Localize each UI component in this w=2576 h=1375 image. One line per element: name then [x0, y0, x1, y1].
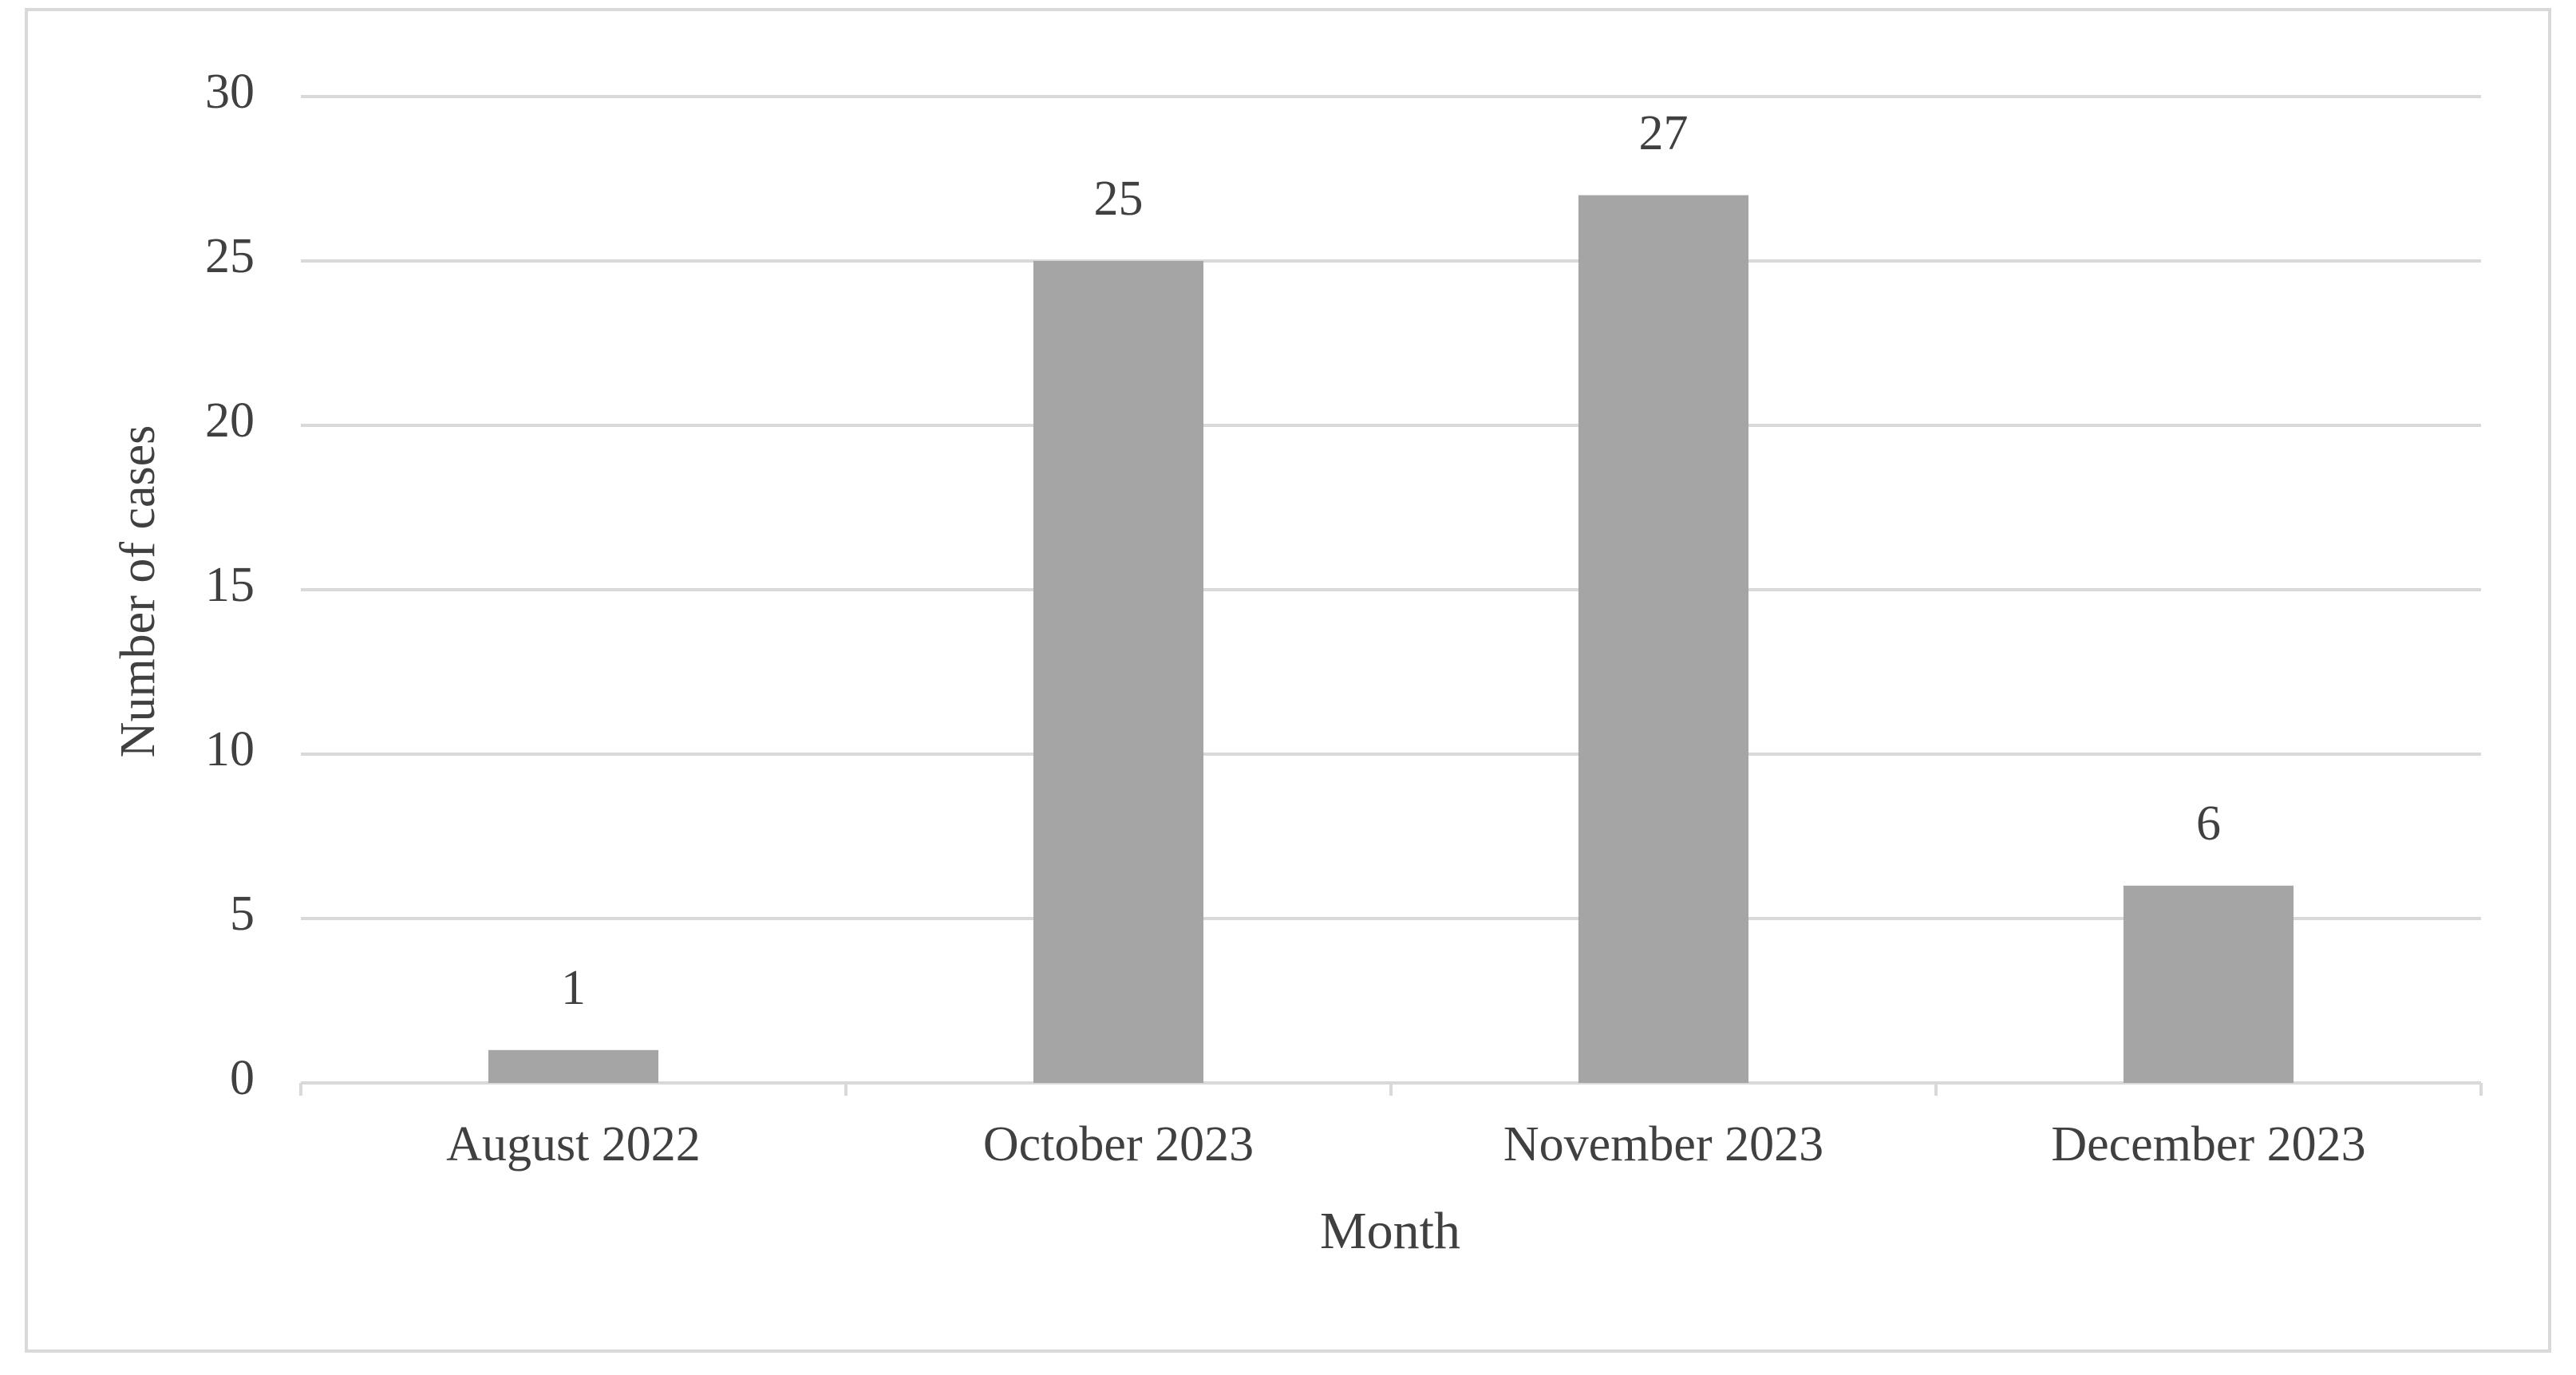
data-label: 1 — [561, 961, 586, 1015]
y-tick-label: 25 — [205, 229, 255, 283]
bar — [1033, 261, 1204, 1083]
bar — [2123, 885, 2294, 1083]
y-tick-label: 15 — [205, 558, 255, 612]
y-tick-label: 20 — [205, 393, 255, 448]
y-axis-title: Number of cases — [111, 425, 165, 758]
y-tick-label: 5 — [230, 887, 255, 941]
x-tick-label: August 2022 — [446, 1117, 701, 1172]
data-label: 6 — [2196, 796, 2221, 851]
y-tick-label: 30 — [205, 65, 255, 119]
bar — [1578, 195, 1749, 1084]
x-tick-label: November 2023 — [1503, 1117, 1823, 1172]
data-label: 27 — [1639, 106, 1689, 160]
chart-border — [25, 8, 2551, 1353]
x-tick-label: December 2023 — [2051, 1117, 2365, 1172]
bar — [488, 1049, 659, 1083]
y-tick-label: 0 — [230, 1051, 255, 1105]
data-label: 25 — [1094, 172, 1144, 226]
x-tick-label: October 2023 — [983, 1117, 1254, 1172]
y-tick-label: 10 — [205, 722, 255, 776]
x-axis-title: Month — [1320, 1202, 1460, 1260]
